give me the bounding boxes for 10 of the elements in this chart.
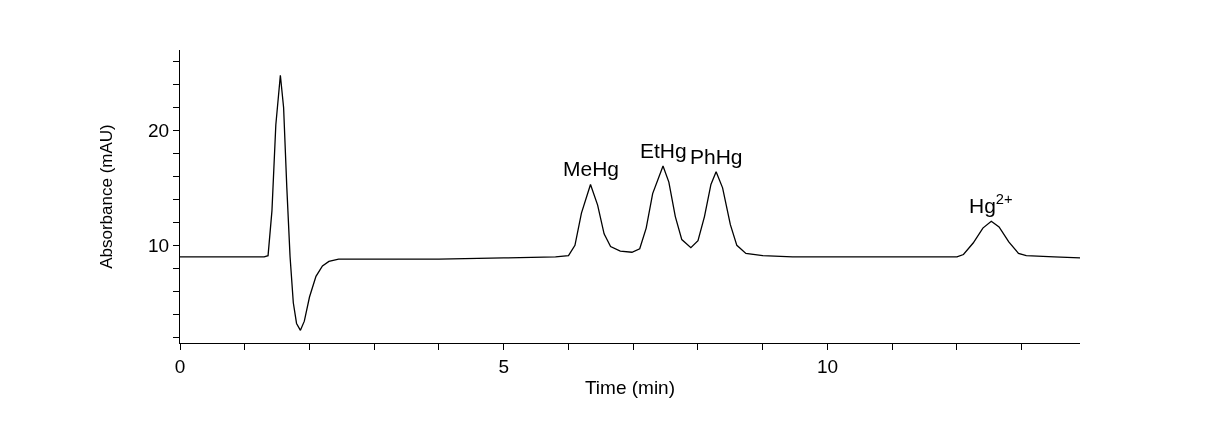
x-tick-label: 10: [816, 355, 839, 377]
x-tick-label: 0: [174, 355, 186, 377]
x-tick-label: 5: [498, 355, 510, 377]
y-axis-title: Absorbance (mAU): [97, 124, 117, 269]
annotation: PhHg: [690, 145, 743, 168]
annotation: MeHg: [563, 157, 620, 180]
x-axis-title: Time (min): [584, 376, 676, 398]
annotation: Hg$^{2+}$: [969, 191, 1013, 217]
y-tick-label: 20: [147, 120, 170, 142]
annotation: EtHg: [640, 139, 687, 162]
